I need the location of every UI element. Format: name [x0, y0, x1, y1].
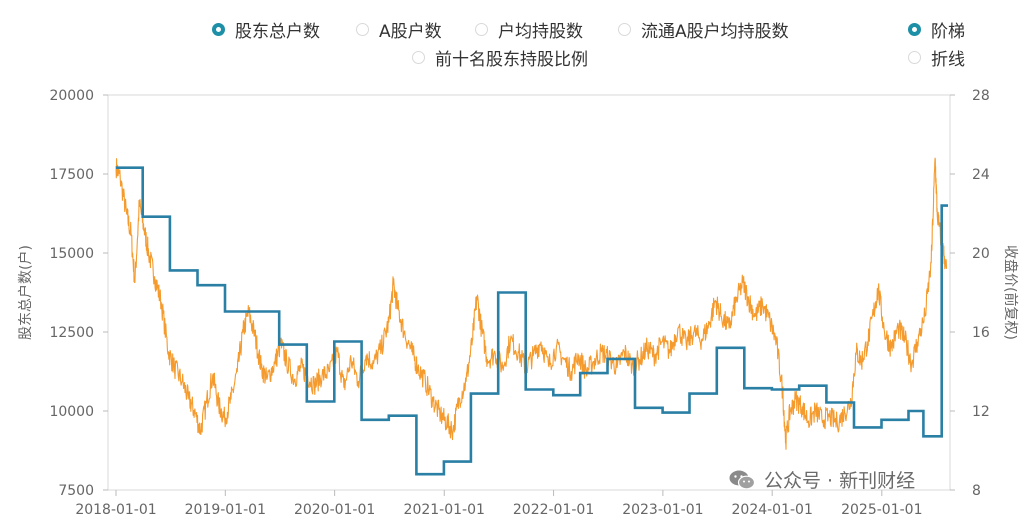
- x-tick-label: 2024-01-01: [732, 502, 813, 518]
- radio-icon: [475, 23, 488, 36]
- legend-label: 流通A股户均持股数: [641, 22, 789, 42]
- watermark: 公众号 · 新刊财经: [728, 466, 915, 493]
- y-right-axis-label: 收盘价(前复权): [1002, 245, 1019, 340]
- legend-option-float-avg-holdings[interactable]: 流通A股户均持股数: [618, 17, 789, 42]
- y-left-tick-label: 10000: [49, 404, 94, 420]
- wechat-icon: [729, 470, 756, 489]
- price-line: [115, 157, 948, 450]
- y-left-tick-label: 17500: [49, 167, 94, 183]
- legend-label: 户均持股数: [498, 22, 583, 42]
- radio-icon: [212, 23, 225, 36]
- x-tick-label: 2019-01-01: [185, 502, 266, 518]
- radio-icon: [412, 51, 425, 64]
- x-tick-label: 2020-01-01: [294, 502, 375, 518]
- plot-frame: [107, 94, 951, 491]
- x-tick-label: 2018-01-01: [75, 502, 156, 518]
- y-right-tick-label: 8: [972, 483, 981, 499]
- series-layer: [115, 157, 948, 476]
- legend-label: 股东总户数: [235, 22, 320, 42]
- y-left-tick-label: 20000: [49, 88, 94, 104]
- legend-label: 折线: [931, 50, 965, 70]
- radio-icon: [908, 51, 921, 64]
- radio-icon: [356, 23, 369, 36]
- legend-option-top10-ratio[interactable]: 前十名股东持股比例: [412, 45, 588, 70]
- x-tick-label: 2021-01-01: [404, 502, 485, 518]
- legend-option-a-share-holders[interactable]: A股户数: [356, 17, 442, 42]
- holders-step-line: [116, 166, 948, 476]
- y-left-tick-label: 12500: [49, 325, 94, 341]
- label-layer: 7500 10000 12500 15000 17500 20000 8 12 16 20 24 28…: [17, 88, 1019, 518]
- x-tick-label: 2025-01-01: [841, 502, 922, 518]
- legend-label: 阶梯: [931, 22, 965, 42]
- style-option-line[interactable]: 折线: [908, 45, 965, 70]
- axes-layer: [103, 94, 955, 496]
- y-right-tick-label: 12: [972, 404, 990, 420]
- radio-icon: [908, 23, 921, 36]
- watermark-text: 公众号 · 新刊财经: [764, 470, 916, 492]
- x-tick-label: 2023-01-01: [622, 502, 703, 518]
- style-option-step[interactable]: 阶梯: [908, 17, 965, 42]
- y-left-tick-label: 15000: [49, 246, 94, 262]
- y-right-tick-label: 24: [972, 167, 990, 183]
- y-right-tick-label: 16: [972, 325, 990, 341]
- y-left-tick-label: 7500: [58, 483, 94, 499]
- legend-label: A股户数: [379, 22, 442, 42]
- y-left-axis-label: 股东总户数(户): [17, 245, 34, 340]
- legend-option-total-holders[interactable]: 股东总户数: [212, 17, 320, 42]
- radio-icon: [618, 23, 631, 36]
- y-right-tick-label: 28: [972, 88, 990, 104]
- legend-label: 前十名股东持股比例: [435, 50, 588, 70]
- legend-option-avg-holdings[interactable]: 户均持股数: [475, 17, 583, 42]
- x-tick-label: 2022-01-01: [513, 502, 594, 518]
- y-right-tick-label: 20: [972, 246, 990, 262]
